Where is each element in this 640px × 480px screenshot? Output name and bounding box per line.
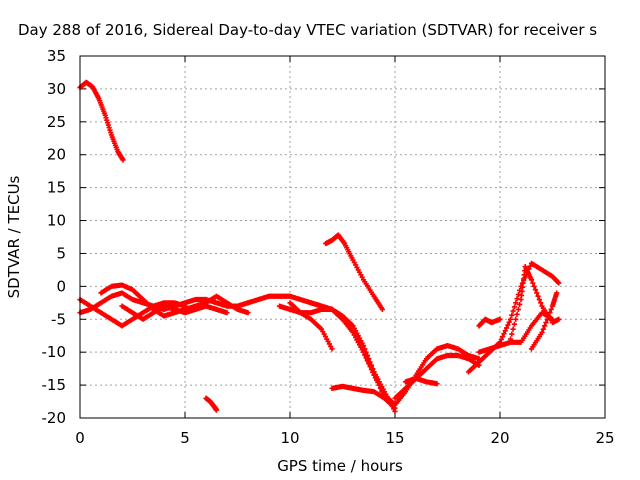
series-arc-17 xyxy=(476,316,503,329)
data-point xyxy=(510,326,516,332)
data-point xyxy=(539,329,545,336)
data-point xyxy=(392,405,398,411)
data-point xyxy=(509,312,515,318)
series-arc-5 xyxy=(119,303,230,322)
data-point xyxy=(534,290,540,296)
x-tick-label: 20 xyxy=(490,429,509,447)
plot-border xyxy=(79,55,606,419)
data-point xyxy=(379,306,385,312)
y-tick-label: 25 xyxy=(47,113,66,131)
data-point xyxy=(515,306,521,312)
data-point xyxy=(547,310,553,316)
x-tick-label: 10 xyxy=(280,429,299,447)
data-point xyxy=(505,322,511,328)
y-tick-label: -15 xyxy=(42,376,67,394)
data-point xyxy=(532,287,539,293)
data-point xyxy=(514,311,520,317)
series-arc-1 xyxy=(77,79,126,163)
y-tick-label: 30 xyxy=(47,80,66,98)
data-point xyxy=(530,280,536,286)
y-tick-label: 5 xyxy=(56,244,66,262)
data-point xyxy=(497,316,503,322)
y-tick-label: -20 xyxy=(42,409,67,427)
x-tick-label: 5 xyxy=(180,429,190,447)
data-point xyxy=(224,310,230,316)
data-point xyxy=(544,316,550,322)
series-arc-12 xyxy=(329,383,398,411)
data-point xyxy=(511,304,518,310)
data-point xyxy=(535,293,541,299)
data-point xyxy=(554,290,560,296)
x-tick-label: 0 xyxy=(75,429,85,447)
data-points xyxy=(77,79,562,415)
data-point xyxy=(517,301,523,308)
axis-ticks: 0 5 10 15 20 25 -20 -15 -10 -5 0 5 10 15 20 25 30 35 xyxy=(42,47,615,447)
y-tick-label: 10 xyxy=(47,212,66,230)
chart-title: Day 288 of 2016, Sidereal Day-to-day VTE… xyxy=(18,21,597,39)
x-axis-label: GPS time / hours xyxy=(277,457,403,475)
data-point xyxy=(543,319,549,326)
data-point xyxy=(531,283,537,289)
series-arc-19 xyxy=(528,290,560,352)
data-point xyxy=(213,407,220,413)
data-point xyxy=(548,306,554,312)
data-point xyxy=(514,296,520,302)
data-point xyxy=(545,313,552,319)
data-point xyxy=(501,331,507,337)
data-point xyxy=(556,316,562,322)
data-point xyxy=(510,308,516,314)
data-point xyxy=(509,331,515,337)
series-arc-15 xyxy=(465,260,562,375)
data-point xyxy=(515,291,521,298)
y-tick-label: 15 xyxy=(47,179,66,197)
data-point xyxy=(527,263,533,269)
series-arc-9 xyxy=(287,300,335,352)
data-point xyxy=(538,300,544,306)
data-point xyxy=(511,321,518,327)
data-point xyxy=(506,319,512,325)
y-tick-label: 20 xyxy=(47,146,66,164)
data-point xyxy=(542,323,548,329)
data-point xyxy=(245,310,251,316)
grid-lines xyxy=(80,56,605,418)
series-arc-11 xyxy=(323,232,385,312)
data-point xyxy=(556,280,562,286)
y-tick-label: 35 xyxy=(47,47,66,65)
data-point xyxy=(528,277,535,283)
data-point xyxy=(507,336,514,342)
y-tick-label: -5 xyxy=(51,310,66,328)
data-point xyxy=(360,343,367,349)
data-point xyxy=(540,326,546,332)
x-tick-label: 15 xyxy=(385,429,404,447)
data-point xyxy=(513,316,519,322)
data-point xyxy=(500,333,506,340)
data-point xyxy=(498,336,504,343)
data-point xyxy=(502,328,508,334)
x-tick-label: 25 xyxy=(595,429,614,447)
series-arc-18 xyxy=(507,264,562,342)
data-point xyxy=(503,325,510,331)
y-tick-label: -10 xyxy=(42,343,67,361)
y-tick-label: 0 xyxy=(56,277,66,295)
data-point xyxy=(507,316,514,322)
y-axis-label: SDTVAR / TECUs xyxy=(5,175,23,298)
data-point xyxy=(536,296,542,303)
series-arc-14 xyxy=(402,375,440,387)
data-point xyxy=(120,157,126,163)
series-arc-6 xyxy=(203,395,220,413)
data-point xyxy=(434,381,440,387)
data-point xyxy=(513,300,519,306)
data-point xyxy=(329,346,335,352)
data-point xyxy=(362,346,368,352)
